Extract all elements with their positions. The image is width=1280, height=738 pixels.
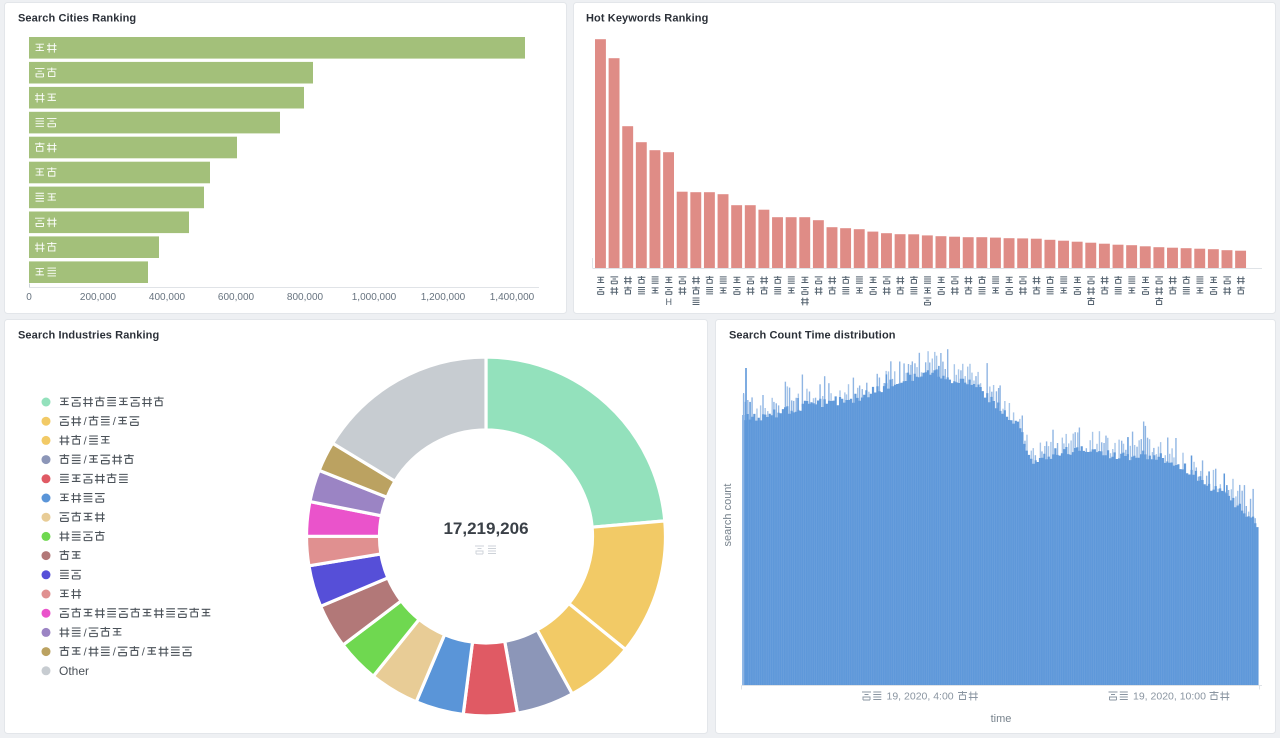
svg-text:19, 2020, 10:00: 19, 2020, 10:00 bbox=[1133, 691, 1206, 703]
svg-text:/: / bbox=[113, 416, 117, 428]
svg-text:1,200,000: 1,200,000 bbox=[421, 292, 466, 303]
svg-text:Search Count Time distribution: Search Count Time distribution bbox=[729, 330, 896, 342]
svg-text:/: / bbox=[84, 647, 88, 659]
svg-text:19, 2020, 4:00: 19, 2020, 4:00 bbox=[887, 691, 954, 703]
svg-text:/: / bbox=[84, 455, 88, 467]
svg-text:Other: Other bbox=[59, 664, 89, 678]
svg-text:1,400,000: 1,400,000 bbox=[490, 292, 535, 303]
svg-text:time: time bbox=[991, 713, 1012, 725]
svg-text:Search Industries Ranking: Search Industries Ranking bbox=[18, 330, 159, 342]
svg-text:800,000: 800,000 bbox=[287, 292, 324, 303]
svg-text:Hot Keywords Ranking: Hot Keywords Ranking bbox=[586, 13, 708, 25]
svg-text:/: / bbox=[84, 435, 88, 447]
svg-text:17,219,206: 17,219,206 bbox=[443, 519, 528, 538]
svg-text:200,000: 200,000 bbox=[80, 292, 117, 303]
svg-text:1,000,000: 1,000,000 bbox=[352, 292, 397, 303]
svg-text:H: H bbox=[666, 297, 673, 307]
svg-text:0: 0 bbox=[26, 292, 32, 303]
svg-text:600,000: 600,000 bbox=[218, 292, 255, 303]
svg-text:Search Cities Ranking: Search Cities Ranking bbox=[18, 13, 136, 25]
svg-text:/: / bbox=[84, 416, 88, 428]
svg-text:/: / bbox=[113, 647, 117, 659]
svg-text:400,000: 400,000 bbox=[149, 292, 186, 303]
svg-text:/: / bbox=[84, 627, 88, 639]
svg-text:search count: search count bbox=[722, 484, 734, 547]
svg-text:/: / bbox=[142, 647, 146, 659]
